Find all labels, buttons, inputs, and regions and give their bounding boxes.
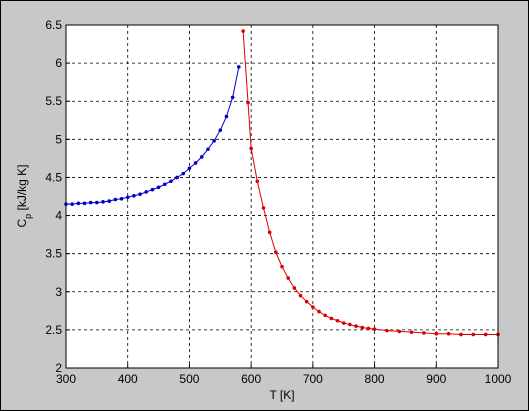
series-layer [64,29,500,337]
data-point [206,147,210,152]
data-point [298,293,303,298]
y-tick-label: 6.5 [45,18,62,32]
data-point [95,200,99,205]
data-point [150,187,155,192]
data-point [82,201,87,206]
data-point [169,179,173,184]
data-point [107,199,111,203]
data-point [175,175,179,180]
data-point [156,185,161,190]
data-point [187,166,192,171]
data-point [280,264,284,269]
data-point [249,146,253,151]
data-point [286,276,290,280]
data-point [397,329,402,334]
data-point [267,230,272,235]
y-tick-label: 5.5 [45,94,62,108]
x-tick-label: 700 [303,372,323,386]
y-label-sub: p [23,214,33,219]
data-point [224,114,229,119]
y-label-unit: [kJ/kg K] [15,164,29,213]
y-tick-label: 2.5 [45,323,62,337]
y-tick-label: 4 [55,209,62,223]
data-point [483,332,488,337]
data-point [246,100,250,105]
x-tick-label: 500 [179,372,199,386]
data-point [354,324,358,328]
x-tick-label: 400 [118,372,138,386]
y-label-main: C [15,219,29,228]
plot-frame [65,24,499,369]
data-point [193,161,198,165]
data-point [459,332,463,337]
x-axis-label: T [K] [269,388,294,402]
data-point [372,327,377,331]
data-point [341,321,346,325]
data-point [360,325,365,330]
y-tick-label: 2 [55,361,62,375]
data-point [274,250,278,254]
data-point [70,202,74,206]
data-point [162,182,167,187]
data-point [366,326,371,331]
data-point [237,65,241,69]
data-point [138,192,142,197]
data-point [125,195,130,200]
x-tick-label: 900 [426,372,446,386]
data-point [446,331,451,336]
data-point [409,330,414,334]
y-axis-label: Cp [kJ/kg K] [15,164,33,227]
data-point [132,193,136,198]
data-point [317,309,321,314]
plot-area [66,25,498,368]
data-point [311,305,315,309]
data-point [323,313,328,318]
data-point [304,299,309,304]
y-tick-label: 5 [55,132,62,146]
data-point [101,200,105,204]
y-tick-label: 3 [55,285,62,299]
data-point [144,190,149,194]
data-point [292,286,297,290]
x-tick-label: 800 [365,372,385,386]
data-point [385,328,389,333]
data-point [241,29,245,33]
data-point [335,318,340,323]
y-tick-label: 4.5 [45,170,62,184]
data-point [88,200,93,205]
y-tick-label: 6 [55,56,62,70]
data-point [119,196,124,201]
data-point [348,322,352,327]
x-tick-label: 600 [241,372,261,386]
data-point [218,128,223,132]
x-tick-label: 300 [56,372,76,386]
data-point [261,206,266,210]
data-point [212,139,216,143]
data-point [434,331,439,336]
data-point [181,171,186,176]
data-point [471,332,476,337]
data-point [199,155,204,159]
data-point [255,179,260,184]
data-point [230,95,235,100]
data-point [113,197,118,202]
data-point [422,331,426,335]
x-tick-label: 1000 [485,372,512,386]
data-point [76,201,81,206]
data-point [329,316,334,321]
y-tick-label: 3.5 [45,247,62,261]
